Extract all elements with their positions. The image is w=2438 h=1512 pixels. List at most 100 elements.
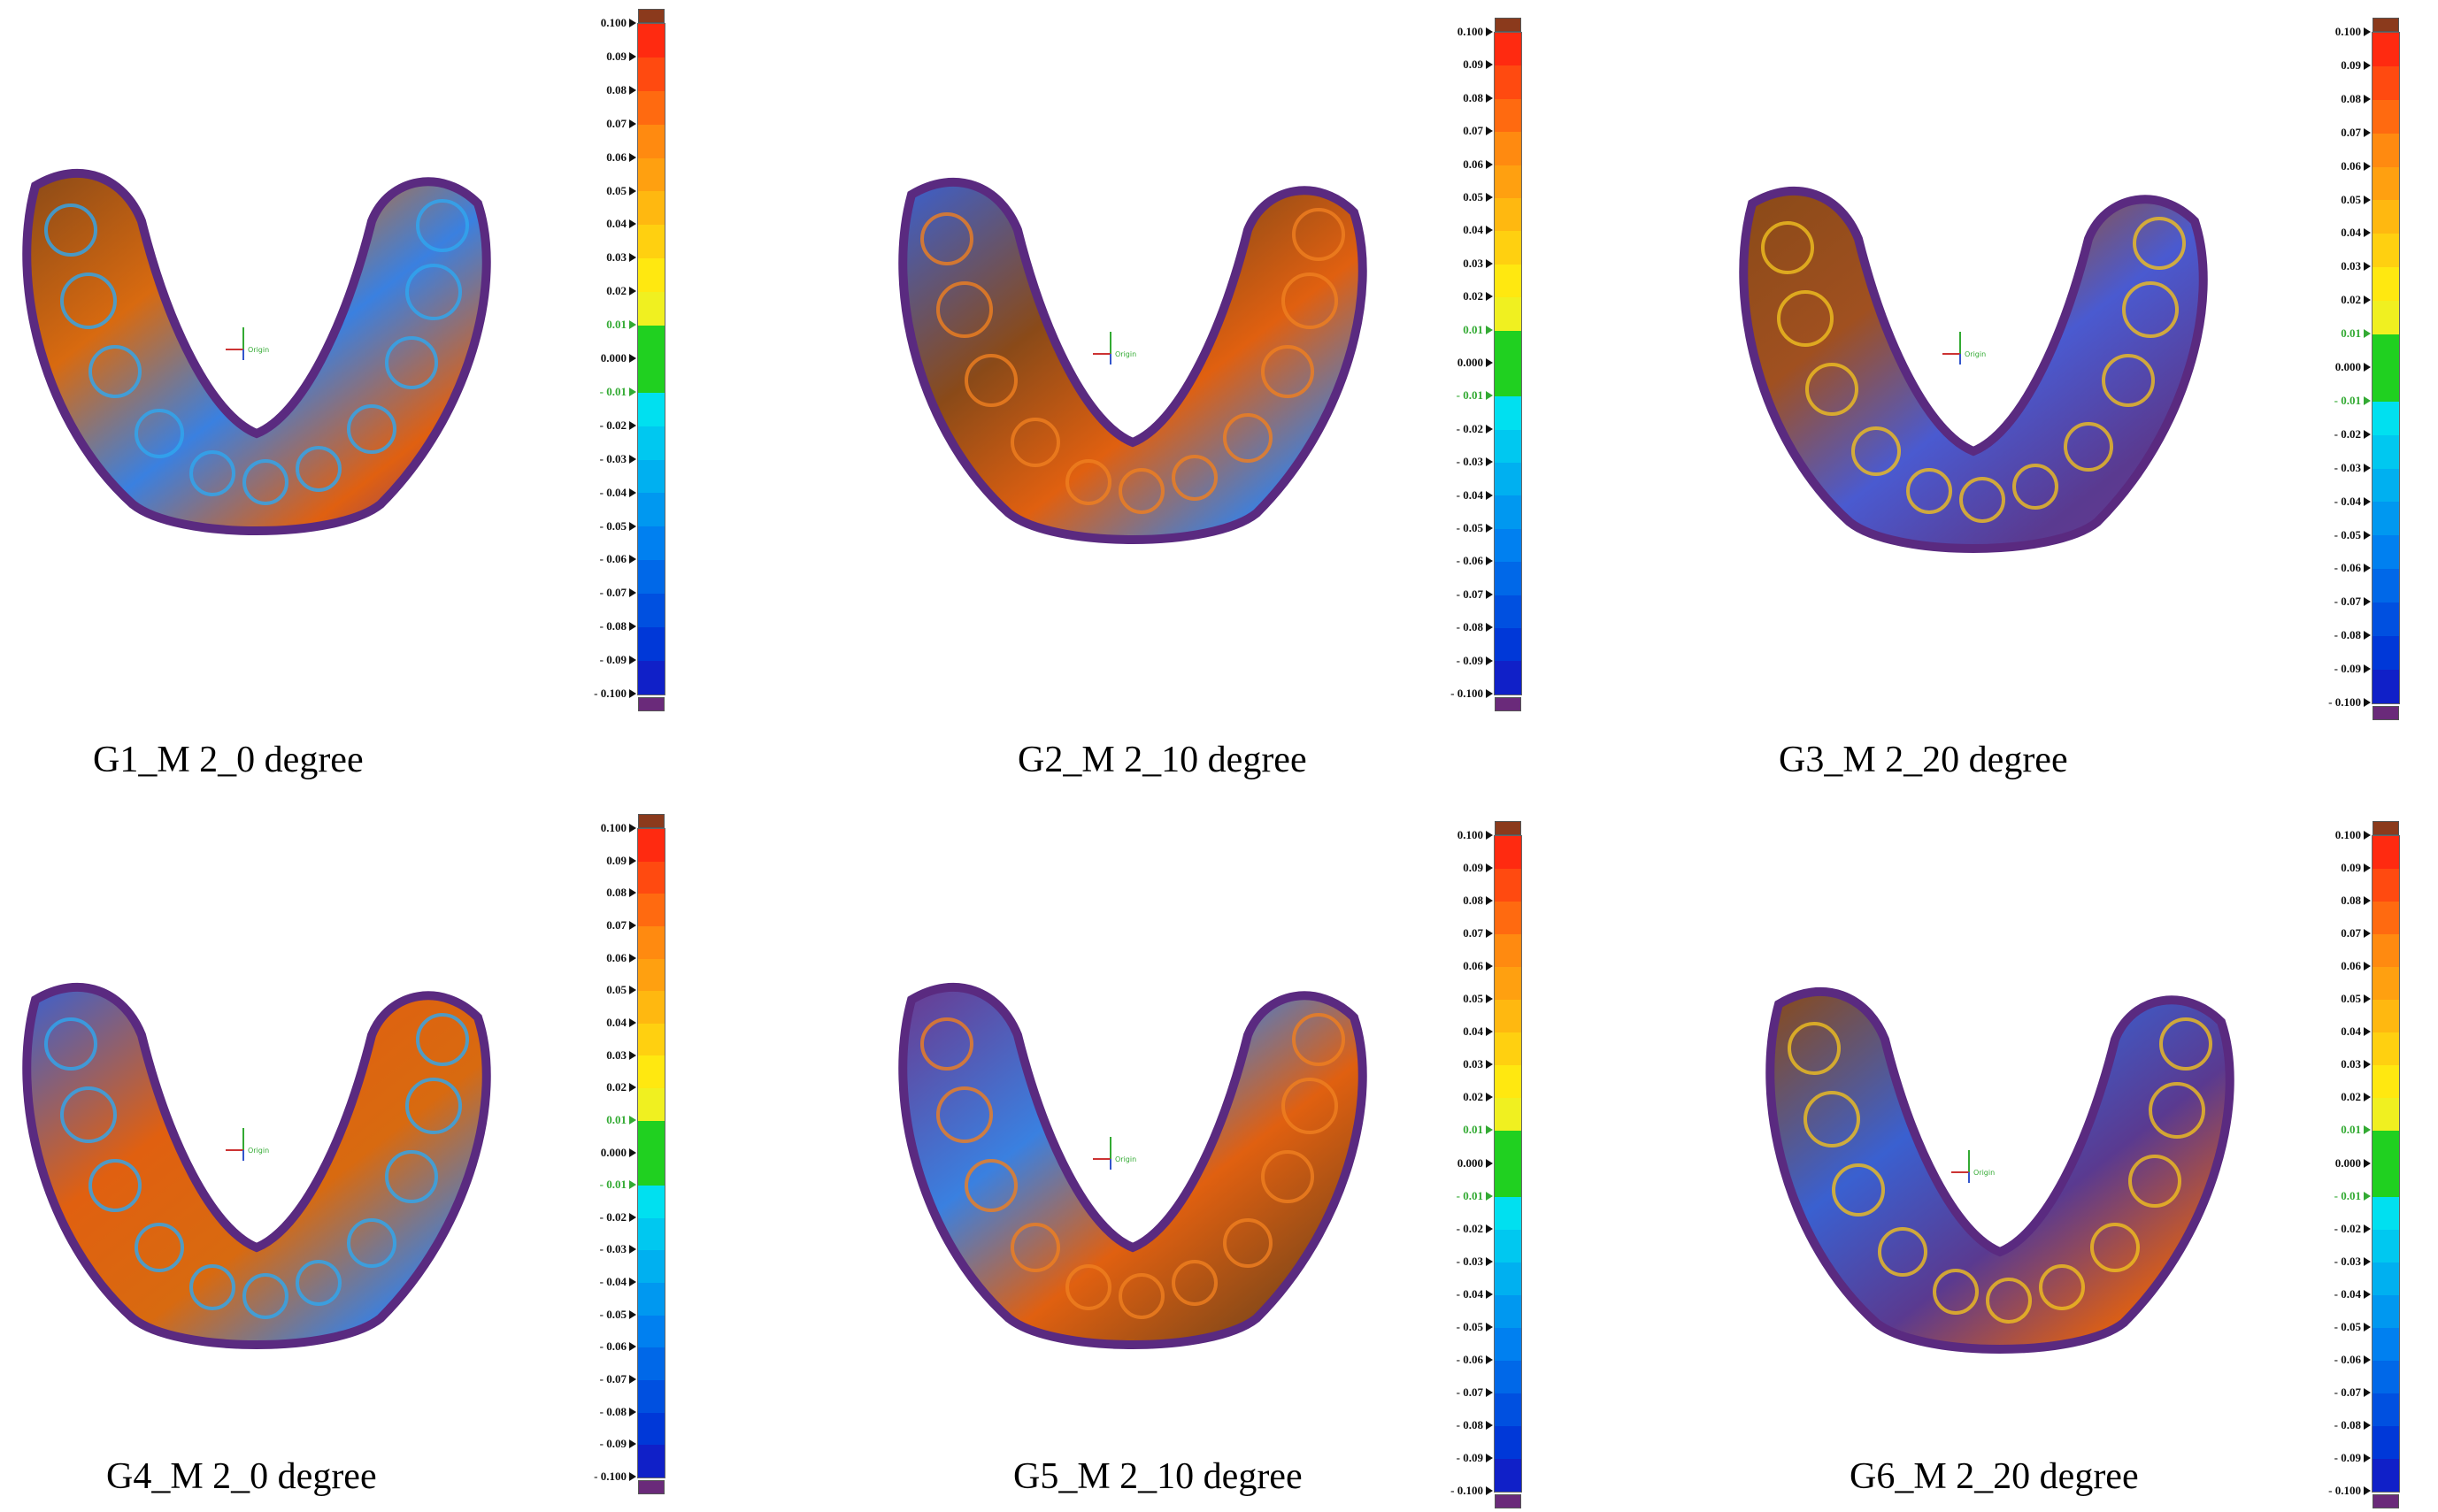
scale-tick-marker bbox=[1486, 258, 1493, 268]
scale-tick-marker bbox=[2364, 1355, 2371, 1364]
scale-tick-marker bbox=[629, 420, 636, 430]
scale-tick-marker bbox=[1486, 1387, 1493, 1397]
scale-tick-label: - 0.01 bbox=[599, 384, 627, 398]
scale-tick-label: - 0.04 bbox=[599, 485, 627, 499]
scale-tick-marker bbox=[629, 1439, 636, 1449]
origin-label: Origin bbox=[1973, 1169, 1995, 1177]
scale-tick-label: 0.000 bbox=[1457, 356, 1483, 369]
scale-segment bbox=[2373, 1196, 2399, 1230]
scale-segment bbox=[638, 124, 665, 158]
scale-tick-label: - 0.07 bbox=[2334, 595, 2361, 609]
scale-bottom-cap bbox=[2373, 1494, 2399, 1508]
scale-tick-label: 0.09 bbox=[606, 853, 627, 867]
scale-tick-marker bbox=[1486, 1453, 1493, 1462]
scale-tick-label: 0.09 bbox=[2341, 861, 2361, 875]
scale-segment bbox=[2373, 1458, 2399, 1492]
scale-segment bbox=[638, 594, 665, 628]
scale-tick-label: 0.05 bbox=[1463, 992, 1483, 1006]
scale-tick-label: 0.05 bbox=[606, 983, 627, 997]
scale-tick-label: 0.04 bbox=[2341, 1025, 2361, 1039]
scale-segment bbox=[1495, 1458, 1521, 1492]
scale-tick-marker bbox=[1486, 424, 1493, 434]
scale-segment bbox=[638, 560, 665, 595]
scale-tick-marker bbox=[629, 219, 636, 229]
scale-tick-marker bbox=[2364, 295, 2371, 305]
scale-tick-label: 0.100 bbox=[2334, 828, 2361, 841]
scale-tick-label: - 0.04 bbox=[1456, 1286, 1483, 1301]
scale-top-cap bbox=[1495, 18, 1521, 32]
scale-segment bbox=[1495, 528, 1521, 563]
scale-segment bbox=[1495, 1000, 1521, 1033]
scale-tick-label: - 0.100 bbox=[1450, 687, 1483, 700]
scale-segment bbox=[2373, 502, 2399, 536]
scale-tick-label: - 0.01 bbox=[2334, 1188, 2361, 1202]
scale-segment bbox=[2373, 836, 2399, 870]
scale-segment bbox=[2373, 1229, 2399, 1263]
scale-tick-marker bbox=[2364, 896, 2371, 906]
scale-tick-marker bbox=[629, 1212, 636, 1222]
scale-tick-label: - 0.06 bbox=[1456, 1352, 1483, 1366]
scale-tick-label: - 0.05 bbox=[2334, 527, 2361, 541]
scale-tick-label: - 0.07 bbox=[2334, 1385, 2361, 1399]
scale-segment bbox=[1495, 1327, 1521, 1361]
scale-segment bbox=[638, 358, 665, 393]
scale-tick-marker bbox=[629, 1342, 636, 1352]
scale-tick-label: 0.02 bbox=[606, 1080, 627, 1094]
scale-tick-marker bbox=[1486, 929, 1493, 939]
scale-tick-marker bbox=[1486, 863, 1493, 873]
scale-tick-marker bbox=[1486, 457, 1493, 467]
deviation-map-arch-g3 bbox=[1739, 186, 2208, 553]
deviation-map-arch-g4 bbox=[22, 982, 491, 1349]
origin-label: Origin bbox=[1115, 1155, 1136, 1163]
scale-tick-label: - 0.04 bbox=[2334, 1286, 2361, 1301]
scale-tick-marker bbox=[1486, 556, 1493, 566]
scale-tick-marker bbox=[1486, 1322, 1493, 1332]
scale-tick-marker bbox=[2364, 1387, 2371, 1397]
scale-tick-marker bbox=[629, 253, 636, 263]
scale-tick-marker bbox=[2364, 698, 2371, 707]
scale-tick-marker bbox=[2364, 1322, 2371, 1332]
scale-segment bbox=[638, 191, 665, 226]
scale-tick-label: - 0.05 bbox=[1456, 521, 1483, 534]
scale-tick-marker bbox=[2364, 329, 2371, 339]
scale-bottom-cap bbox=[638, 1480, 665, 1494]
scale-tick-marker bbox=[629, 1083, 636, 1093]
scale-tick-label: 0.03 bbox=[1463, 1057, 1483, 1071]
scale-tick-label: - 0.01 bbox=[1456, 388, 1483, 403]
scale-tick-marker bbox=[2364, 262, 2371, 272]
scale-segment bbox=[638, 392, 665, 426]
scale-tick-label: - 0.08 bbox=[2334, 1417, 2361, 1431]
scale-tick-label: 0.04 bbox=[606, 1015, 627, 1029]
origin-label: Origin bbox=[248, 1147, 269, 1155]
scale-segment bbox=[638, 1250, 665, 1283]
panel-g2: Origin G2_M 2_10 degree bbox=[885, 0, 1681, 780]
scale-tick-label: - 0.07 bbox=[599, 1372, 627, 1386]
scale-tick-marker bbox=[629, 555, 636, 564]
scale-tick-label: 0.000 bbox=[2334, 360, 2361, 373]
scale-segment bbox=[2373, 636, 2399, 670]
scale-tick-marker bbox=[1486, 1027, 1493, 1037]
scale-tick-label: - 0.100 bbox=[594, 1470, 627, 1483]
scale-tick-label: 0.03 bbox=[606, 1048, 627, 1062]
scale-segment bbox=[2373, 934, 2399, 968]
scale-segment bbox=[1495, 1196, 1521, 1230]
origin-label: Origin bbox=[1115, 350, 1136, 358]
scale-tick-marker bbox=[2364, 60, 2371, 70]
scale-segment bbox=[2373, 569, 2399, 603]
scale-segment bbox=[1495, 1098, 1521, 1132]
scale-segment bbox=[1495, 1065, 1521, 1099]
scale-tick-label: 0.07 bbox=[2341, 125, 2361, 139]
scale-segment bbox=[1495, 1294, 1521, 1328]
scale-tick-marker bbox=[1486, 1158, 1493, 1168]
scale-tick-label: - 0.05 bbox=[2334, 1319, 2361, 1333]
scale-segment bbox=[638, 258, 665, 293]
caption-g1: G1_M 2_0 degree bbox=[93, 740, 364, 780]
scale-tick-label: - 0.05 bbox=[1456, 1319, 1483, 1333]
scale-segment bbox=[2373, 200, 2399, 234]
scale-segment bbox=[2373, 967, 2399, 1001]
panel-g1: Origin G1_M 2_0 degree bbox=[0, 0, 796, 780]
scale-tick-marker bbox=[1486, 159, 1493, 169]
scale-segment bbox=[1495, 1262, 1521, 1295]
scale-tick-marker bbox=[629, 51, 636, 61]
scale-tick-marker bbox=[1486, 1289, 1493, 1299]
